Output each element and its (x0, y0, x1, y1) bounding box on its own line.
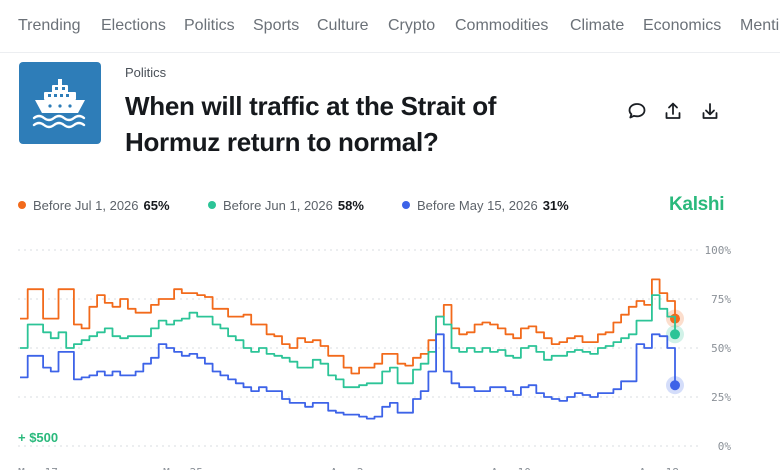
x-tick-label: Apr 2 (330, 466, 363, 470)
nav-item-climate[interactable]: Climate (570, 17, 625, 34)
share-button[interactable] (662, 100, 684, 122)
legend-value: 65% (143, 198, 170, 213)
kalshi-logo[interactable]: Kalshi (669, 194, 725, 215)
price-chart[interactable]: 100% 75% 50% 25% 0% Mar 17 Mar 25 Apr 2 Apr 10 Ap… (0, 232, 780, 470)
nav-item-crypto[interactable]: Crypto (388, 17, 436, 34)
market-category[interactable]: Politics (125, 65, 167, 80)
legend-item-may[interactable]: Before May 15, 2026 31% (402, 198, 569, 213)
legend-label: Before Jul 1, 2026 (33, 198, 139, 213)
market-image (19, 62, 101, 144)
legend-dot (18, 201, 26, 209)
download-icon (702, 103, 718, 119)
nav-item-politics[interactable]: Politics (184, 17, 235, 34)
nav-item-commodities[interactable]: Commodities (455, 17, 549, 34)
legend-dot (208, 201, 216, 209)
comment-button[interactable] (626, 100, 648, 122)
series-end-point[interactable] (670, 380, 680, 391)
legend-value: 58% (337, 198, 364, 213)
market-title: When will traffic at the Strait of Hormu… (125, 91, 497, 157)
y-tick-label: 75% (711, 293, 731, 306)
series-line-0[interactable] (20, 278, 676, 375)
nav-item-trending[interactable]: Trending (18, 17, 81, 34)
legend-item-jul[interactable]: Before Jul 1, 2026 65% (18, 198, 170, 213)
share-icon (665, 102, 681, 119)
nav-item-sports[interactable]: Sports (253, 17, 300, 34)
comment-icon (628, 103, 646, 119)
legend-label: Before Jun 1, 2026 (223, 198, 333, 213)
x-tick-label: Apr 18 (639, 466, 679, 470)
download-button[interactable] (699, 100, 721, 122)
series-line-1[interactable] (20, 294, 676, 389)
x-tick-label: Apr 10 (491, 466, 531, 470)
category-nav: Trending Elections Politics Sports Culture Cr… (0, 0, 780, 53)
legend-dot (402, 201, 410, 209)
nav-item-elections[interactable]: Elections (101, 17, 166, 34)
nav-item-economics[interactable]: Economics (643, 17, 722, 34)
bonus-badge[interactable]: + $500 (18, 430, 59, 445)
y-tick-label: 100% (705, 244, 732, 257)
nav-item-menti[interactable]: Menti (740, 17, 780, 34)
y-tick-label: 25% (711, 391, 731, 404)
legend-label: Before May 15, 2026 (417, 198, 538, 213)
legend-value: 31% (542, 198, 569, 213)
y-tick-label: 50% (711, 342, 731, 355)
y-tick-label: 0% (718, 440, 732, 453)
ship-icon (32, 79, 86, 129)
nav-item-culture[interactable]: Culture (317, 17, 369, 34)
x-tick-label: Mar 17 (18, 466, 58, 470)
legend-item-jun[interactable]: Before Jun 1, 2026 58% (208, 198, 364, 213)
x-tick-label: Mar 25 (163, 466, 203, 470)
series-end-point[interactable] (670, 329, 680, 340)
series-line-2[interactable] (20, 333, 676, 420)
